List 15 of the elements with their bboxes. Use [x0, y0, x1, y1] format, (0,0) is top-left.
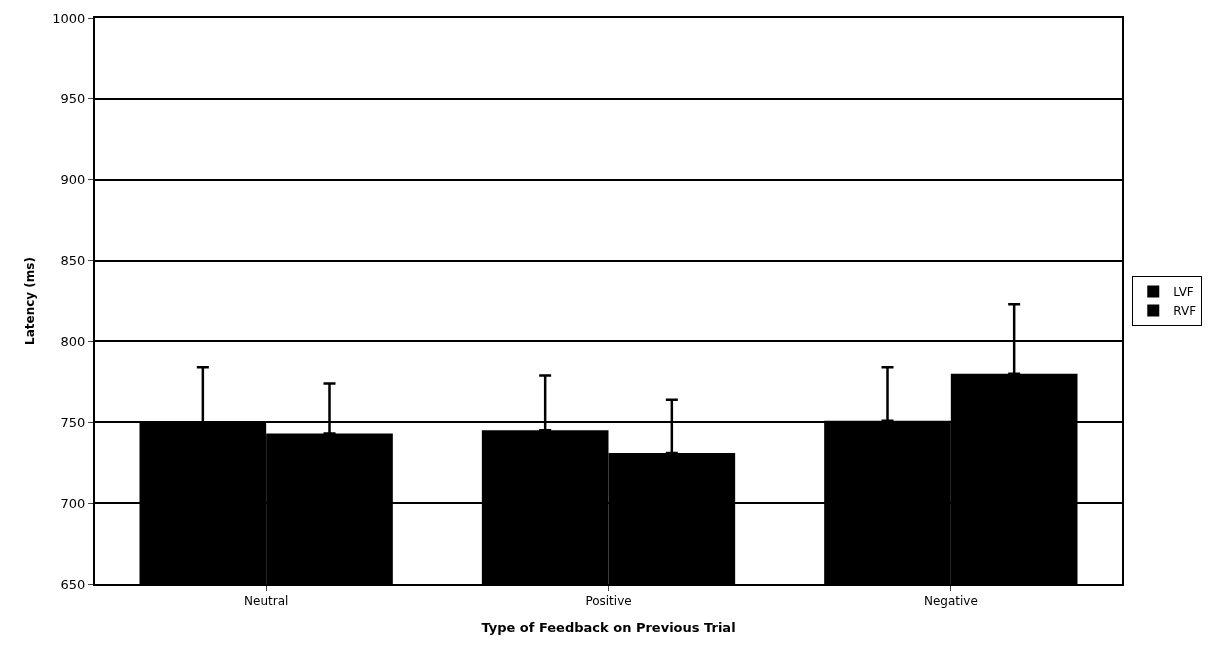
- y-tick-label: 700: [60, 495, 86, 511]
- legend-label: LVF: [1173, 285, 1194, 300]
- x-tick-label: Neutral: [244, 594, 289, 609]
- y-tick-label: 1000: [52, 10, 86, 26]
- y-tick-label: 850: [60, 253, 86, 269]
- y-tick-label: 900: [60, 172, 86, 188]
- y-axis-title: Latency (ms): [23, 257, 38, 345]
- legend-label: RVF: [1173, 304, 1197, 319]
- y-tick-label: 800: [60, 333, 86, 349]
- x-tick-label: Negative: [923, 594, 978, 609]
- y-tick-label: 750: [60, 414, 86, 430]
- y-tick-label: 650: [60, 576, 86, 592]
- y-tick-label: 950: [60, 91, 86, 107]
- x-axis-title: Type of Feedback on Previous Trial: [481, 619, 736, 635]
- x-tick-label: Positive: [585, 594, 632, 609]
